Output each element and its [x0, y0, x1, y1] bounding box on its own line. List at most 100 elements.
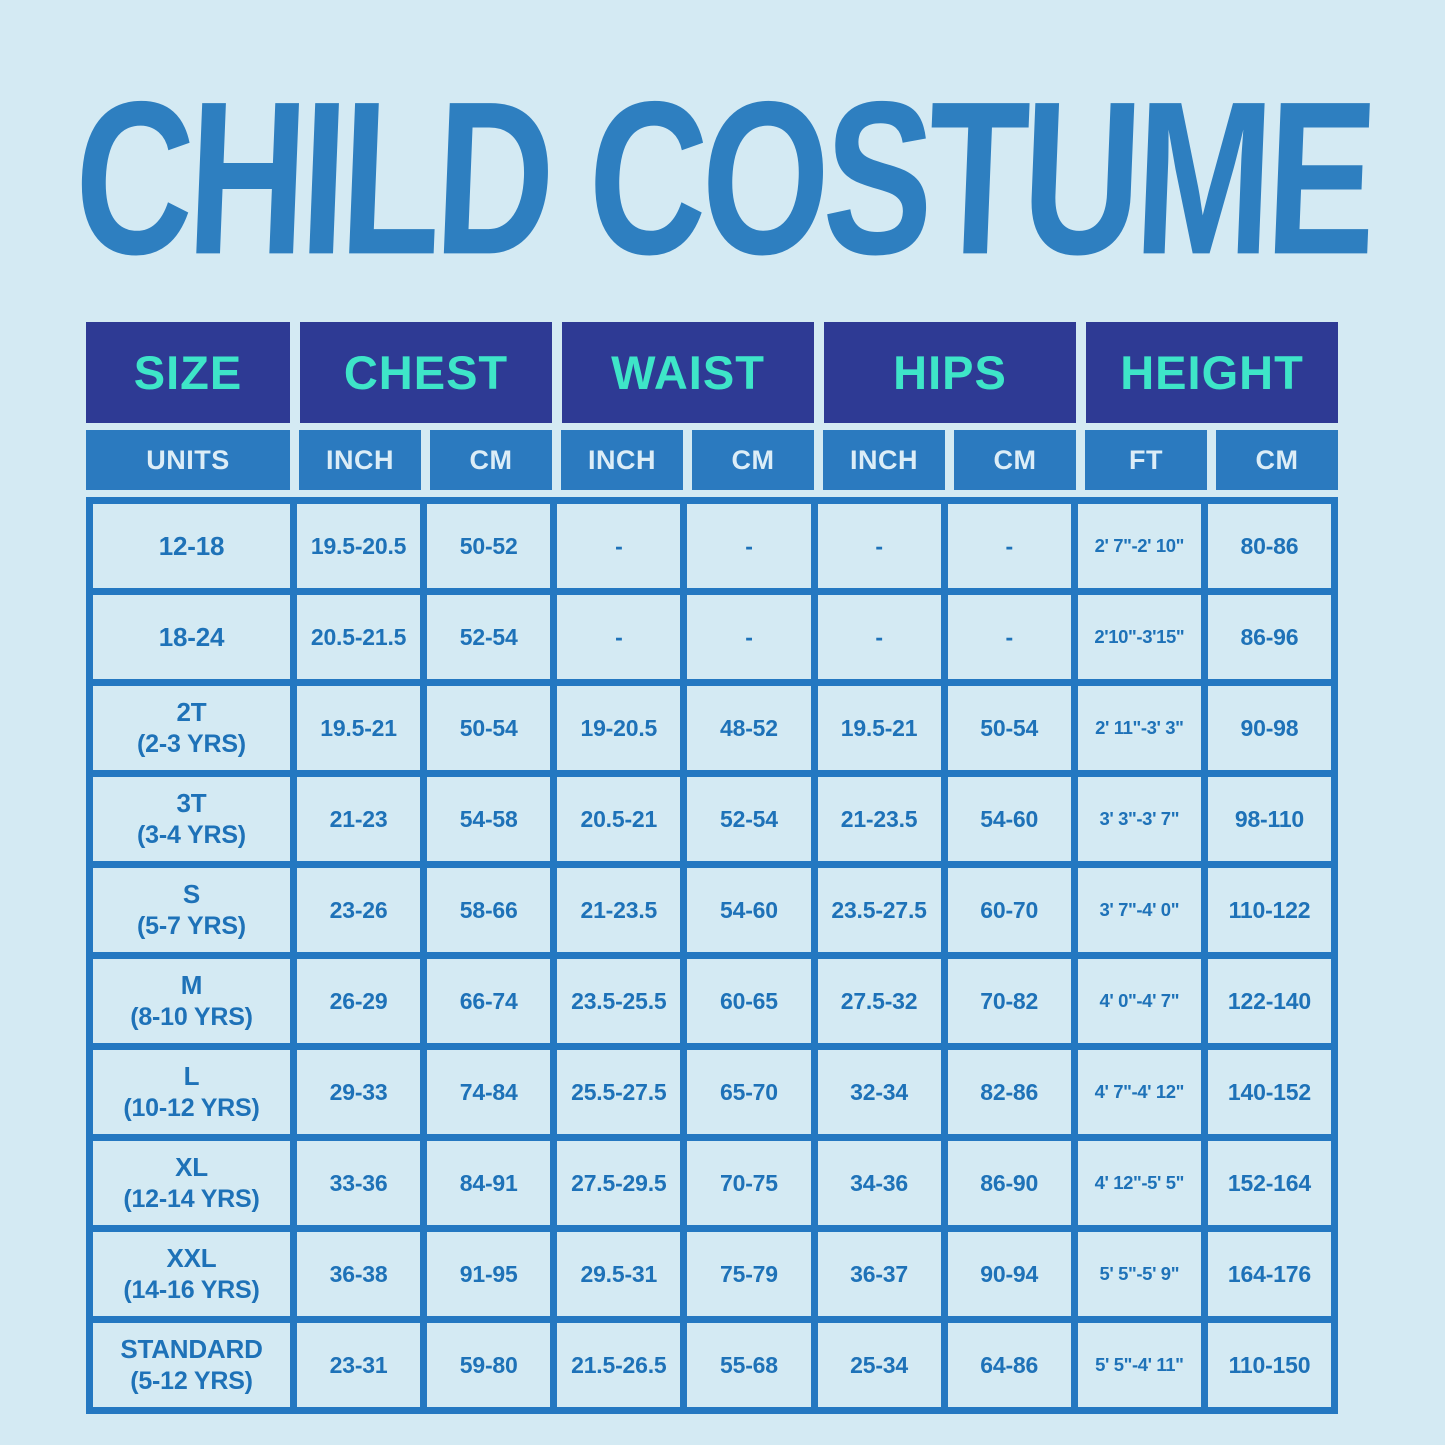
unit-header-chest-cm: CM: [430, 430, 552, 490]
measurement-cell: 25.5-27.5: [557, 1050, 681, 1134]
size-label-cell: S (5-7 YRS): [93, 868, 290, 952]
measurement-cell: 3' 3"-3' 7": [1077, 777, 1201, 861]
size-label-cell: 12-18: [93, 504, 290, 588]
measurement-cell: 19.5-21: [297, 686, 421, 770]
size-name: S: [182, 879, 201, 910]
measurement-cell: 36-38: [297, 1232, 421, 1316]
measurement-cell: 2' 11"-3' 3": [1077, 686, 1201, 770]
size-age-range: (3-4 YRS): [137, 820, 246, 849]
size-name: 2T: [176, 697, 207, 728]
unit-header-units: UNITS: [86, 430, 290, 490]
unit-header-waist-inch: INCH: [561, 430, 683, 490]
measurement-cell: 74-84: [427, 1050, 551, 1134]
column-header-waist: WAIST: [562, 322, 814, 423]
size-name: L: [183, 1061, 200, 1092]
measurement-cell: 90-98: [1207, 686, 1331, 770]
measurement-cell: 90-94: [947, 1232, 1071, 1316]
size-label-cell: STANDARD (5-12 YRS): [93, 1323, 290, 1407]
size-label-cell: 18-24: [93, 595, 290, 679]
table-header-row: SIZE CHEST WAIST HIPS HEIGHT: [86, 322, 1338, 423]
measurement-cell: 19.5-21: [817, 686, 941, 770]
size-label-cell: L (10-12 YRS): [93, 1050, 290, 1134]
size-age-range: (14-16 YRS): [123, 1275, 260, 1304]
measurement-cell: 164-176: [1207, 1232, 1331, 1316]
size-name: 12-18: [158, 530, 225, 561]
measurement-cell: 2' 7"-2' 10": [1077, 504, 1201, 588]
measurement-cell: 21-23.5: [817, 777, 941, 861]
measurement-cell: 84-91: [427, 1141, 551, 1225]
measurement-cell: 19-20.5: [557, 686, 681, 770]
measurement-cell: 25-34: [817, 1323, 941, 1407]
measurement-cell: 23-26: [297, 868, 421, 952]
measurement-cell: 4' 12"-5' 5": [1077, 1141, 1201, 1225]
measurement-cell: 54-60: [687, 868, 811, 952]
column-header-height: HEIGHT: [1086, 322, 1338, 423]
measurement-cell: 82-86: [947, 1050, 1071, 1134]
measurement-cell: 29-33: [297, 1050, 421, 1134]
unit-header-hips-inch: INCH: [823, 430, 945, 490]
table-units-row: UNITS INCH CM INCH CM INCH CM FT CM: [86, 430, 1338, 490]
measurement-cell: 50-54: [427, 686, 551, 770]
measurement-cell: -: [557, 595, 681, 679]
measurement-cell: 70-75: [687, 1141, 811, 1225]
size-table-body: 12-18 19.5-20.5 50-52- - - -2' 7"-2' 10" 80-86…: [86, 497, 1338, 1414]
measurement-cell: 59-80: [427, 1323, 551, 1407]
measurement-cell: 19.5-20.5: [297, 504, 421, 588]
size-name: XL: [175, 1152, 208, 1183]
measurement-cell: 86-96: [1207, 595, 1331, 679]
size-name: 18-24: [158, 621, 225, 652]
measurement-cell: 23-31: [297, 1323, 421, 1407]
measurement-cell: 36-37: [817, 1232, 941, 1316]
measurement-cell: 50-54: [947, 686, 1071, 770]
measurement-cell: 21-23: [297, 777, 421, 861]
measurement-cell: 58-66: [427, 868, 551, 952]
measurement-cell: 29.5-31: [557, 1232, 681, 1316]
measurement-cell: 66-74: [427, 959, 551, 1043]
measurement-cell: 98-110: [1207, 777, 1331, 861]
size-age-range: (5-7 YRS): [137, 911, 246, 940]
measurement-cell: 5' 5"-4' 11": [1077, 1323, 1201, 1407]
measurement-cell: 64-86: [947, 1323, 1071, 1407]
measurement-cell: 5' 5"-5' 9": [1077, 1232, 1201, 1316]
measurement-cell: 4' 0"-4' 7": [1077, 959, 1201, 1043]
measurement-cell: 91-95: [427, 1232, 551, 1316]
measurement-cell: 86-90: [947, 1141, 1071, 1225]
measurement-cell: 80-86: [1207, 504, 1331, 588]
size-age-range: (5-12 YRS): [130, 1366, 253, 1395]
size-age-range: (8-10 YRS): [130, 1002, 253, 1031]
title-area: CHILD COSTUME: [0, 52, 1445, 304]
measurement-cell: -: [687, 595, 811, 679]
measurement-cell: 21-23.5: [557, 868, 681, 952]
measurement-cell: 52-54: [427, 595, 551, 679]
page-title: CHILD COSTUME: [69, 55, 1376, 301]
measurement-cell: -: [687, 504, 811, 588]
unit-header-height-cm: CM: [1216, 430, 1338, 490]
measurement-cell: 33-36: [297, 1141, 421, 1225]
column-header-hips: HIPS: [824, 322, 1076, 423]
size-label-cell: XXL (14-16 YRS): [93, 1232, 290, 1316]
size-name: STANDARD: [120, 1334, 263, 1365]
measurement-cell: -: [817, 504, 941, 588]
unit-header-chest-inch: INCH: [299, 430, 421, 490]
unit-header-hips-cm: CM: [954, 430, 1076, 490]
measurement-cell: 23.5-25.5: [557, 959, 681, 1043]
measurement-cell: 54-58: [427, 777, 551, 861]
measurement-cell: 52-54: [687, 777, 811, 861]
size-age-range: (10-12 YRS): [123, 1093, 260, 1122]
measurement-cell: -: [557, 504, 681, 588]
measurement-cell: 50-52: [427, 504, 551, 588]
measurement-cell: 4' 7"-4' 12": [1077, 1050, 1201, 1134]
column-header-size: SIZE: [86, 322, 290, 423]
size-label-cell: M (8-10 YRS): [93, 959, 290, 1043]
measurement-cell: 27.5-32: [817, 959, 941, 1043]
unit-header-waist-cm: CM: [692, 430, 814, 490]
size-label-cell: 2T (2-3 YRS): [93, 686, 290, 770]
measurement-cell: 152-164: [1207, 1141, 1331, 1225]
measurement-cell: 140-152: [1207, 1050, 1331, 1134]
measurement-cell: 23.5-27.5: [817, 868, 941, 952]
measurement-cell: 70-82: [947, 959, 1071, 1043]
size-age-range: (12-14 YRS): [123, 1184, 260, 1213]
measurement-cell: 20.5-21.5: [297, 595, 421, 679]
size-name: 3T: [176, 788, 207, 819]
measurement-cell: 21.5-26.5: [557, 1323, 681, 1407]
